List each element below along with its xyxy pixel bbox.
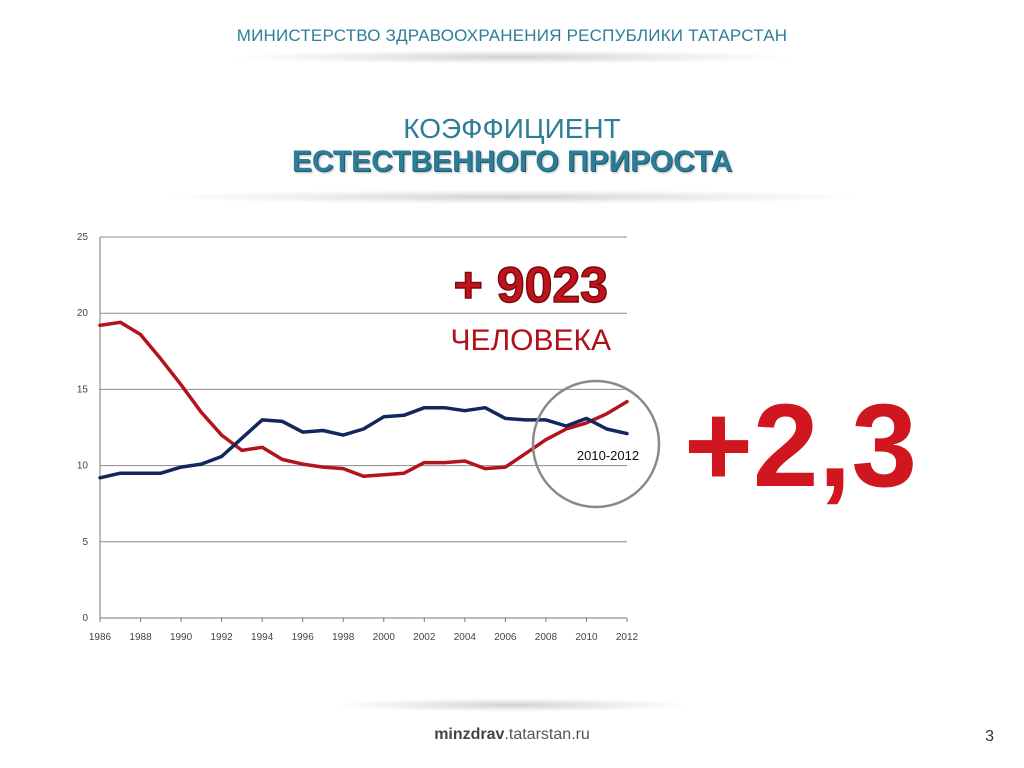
x-tick-label: 1994 [251, 632, 274, 643]
x-tick-label: 1988 [129, 632, 152, 643]
y-tick-label: 25 [77, 232, 89, 243]
website-domain: .tatarstan.ru [504, 726, 590, 743]
growth-rate-value: +2,3 [684, 380, 917, 512]
y-tick-label: 10 [77, 461, 89, 472]
x-tick-labels: 1986 1988 1990 1992 1994 1996 1998 2000 2002 2004… [89, 632, 639, 643]
chart-series [98, 320, 629, 480]
x-tick-label: 2000 [373, 632, 396, 643]
title-shadow-divider [162, 190, 862, 204]
series-line-red [98, 320, 629, 479]
x-tick-label: 1998 [332, 632, 355, 643]
slide-title-line2: ЕСТЕСТВЕННОГО ПРИРОСТА [291, 145, 733, 178]
population-increase-number: + 9023 [454, 257, 608, 313]
y-tick-labels: 0 5 10 15 20 25 [77, 232, 89, 624]
website-name-bold: minzdrav [434, 726, 505, 743]
x-tick-label: 1996 [292, 632, 315, 643]
chart-grid [100, 236, 627, 543]
circle-period-label: 2010-2012 [577, 448, 639, 463]
x-tick-label: 1992 [210, 632, 233, 643]
x-tick-label: 2002 [413, 632, 436, 643]
x-tick-label: 2004 [454, 632, 477, 643]
ministry-header: МИНИСТЕРСТВО ЗДРАВООХРАНЕНИЯ РЕСПУБЛИКИ … [236, 26, 788, 45]
x-tick-label: 2006 [494, 632, 517, 643]
x-tick-label: 2008 [535, 632, 558, 643]
x-tick-label: 2012 [616, 632, 639, 643]
footer-shadow-divider [332, 698, 692, 712]
x-tick-label: 2010 [575, 632, 598, 643]
x-tick-label: 1990 [170, 632, 193, 643]
chart-axes [99, 237, 628, 622]
y-tick-label: 20 [77, 308, 89, 319]
y-tick-label: 15 [77, 384, 89, 395]
slide-title-line1: КОЭФФИЦИЕНТ [403, 113, 621, 144]
page-number: 3 [985, 728, 994, 745]
series-line-blue [98, 405, 629, 480]
y-tick-label: 5 [82, 537, 88, 548]
website-footer[interactable]: minzdrav.tatarstan.ru [0, 726, 1024, 744]
y-tick-label: 0 [82, 613, 88, 624]
header-shadow-divider [232, 50, 792, 64]
x-tick-label: 1986 [89, 632, 112, 643]
highlight-circle [531, 379, 661, 509]
population-increase-unit: ЧЕЛОВЕКА [450, 324, 611, 357]
